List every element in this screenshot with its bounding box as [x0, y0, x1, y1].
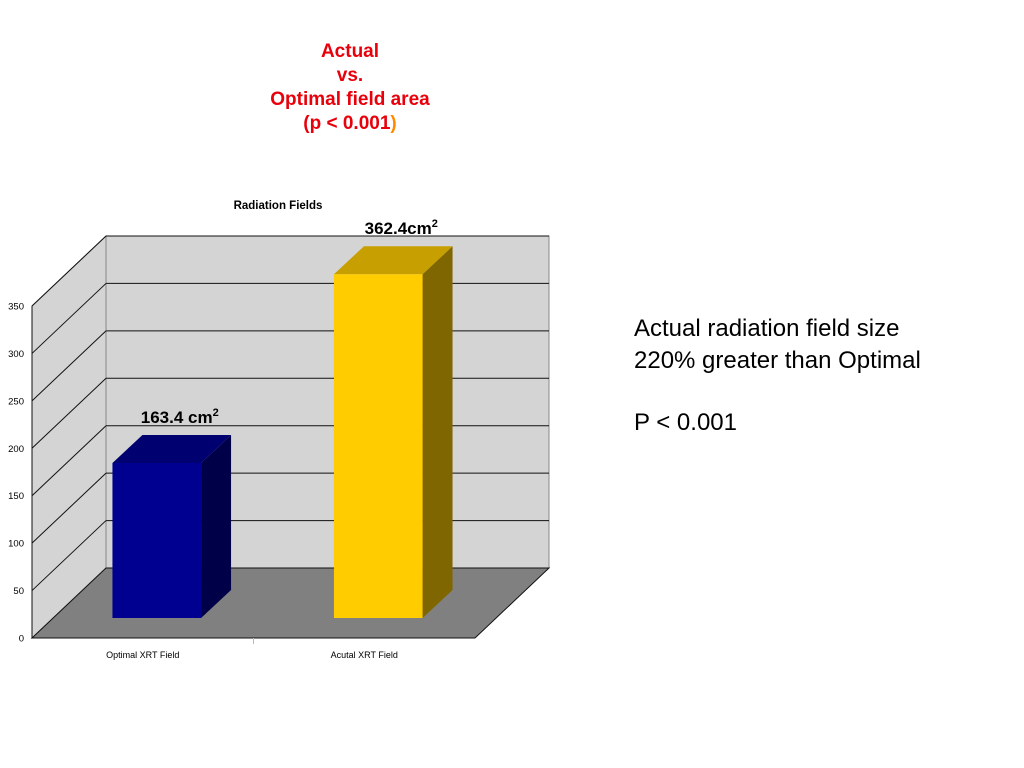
bar-value-label-0: 163.4 cm2	[141, 407, 219, 427]
bar-front-0	[112, 463, 202, 618]
y-tick-label-0: 0	[19, 634, 24, 645]
title-pvalue-paren: )	[390, 113, 397, 134]
chart-gridlines	[31, 235, 549, 591]
chart-floor-plane	[30, 567, 551, 639]
title-line-optimal: Optimal field area	[270, 89, 430, 110]
bar-value-labels: 163.4 cm2 362.4cm2	[141, 218, 438, 427]
gridline-side-300	[31, 283, 107, 354]
gridline-side-250	[31, 330, 107, 402]
gridline-side-200	[31, 377, 107, 449]
gridline-side-100	[31, 472, 107, 544]
bar-0	[112, 435, 232, 618]
side-note: Actual radiation field size 220% greater…	[634, 313, 1014, 439]
y-tick-label-300: 300	[8, 349, 24, 360]
note-line-3: P < 0.001	[634, 409, 737, 436]
chart-floor	[30, 567, 551, 639]
side-wall	[31, 234, 107, 640]
gridline-side-150	[31, 425, 107, 497]
y-tick-label-200: 200	[8, 444, 24, 455]
note-line-2: 220% greater than Optimal	[634, 347, 921, 374]
title-pvalue-text: (p < 0.001	[303, 113, 391, 134]
chart-bars	[112, 246, 453, 618]
y-tick-label-100: 100	[8, 539, 24, 550]
chart-title: Radiation Fields	[234, 200, 323, 212]
chart-axes	[31, 306, 475, 644]
x-tick-label-1: Acutal XRT Field	[331, 650, 398, 660]
y-tick-label-250: 250	[8, 396, 24, 407]
bar-value-label-1: 362.4cm2	[365, 218, 438, 238]
gridline-side-350	[31, 235, 107, 307]
bar-1	[333, 246, 453, 618]
y-tick-label-150: 150	[8, 491, 24, 502]
gridline-side-50	[31, 520, 107, 591]
title-line-vs: vs.	[336, 65, 364, 86]
bar-side-1	[422, 246, 453, 618]
slide-title: Actual vs. Optimal field area (p < 0.001…	[0, 40, 700, 136]
x-axis-ticks: Optimal XRT Field Acutal XRT Field	[106, 650, 398, 660]
bar-top-1	[333, 246, 453, 275]
y-tick-label-350: 350	[8, 302, 24, 313]
title-line-pvalue: (p < 0.001)	[0, 112, 700, 136]
bar-top-0	[112, 435, 232, 464]
y-axis-ticks: 0 50 100 150 200 250 300 350	[8, 302, 24, 645]
x-tick-label-0: Optimal XRT Field	[106, 650, 179, 660]
note-line-1: Actual radiation field size	[634, 315, 900, 342]
bar-side-0	[201, 435, 232, 618]
y-tick-label-50: 50	[13, 586, 24, 597]
title-line-actual: Actual	[320, 41, 380, 62]
bar-front-1	[333, 274, 423, 618]
